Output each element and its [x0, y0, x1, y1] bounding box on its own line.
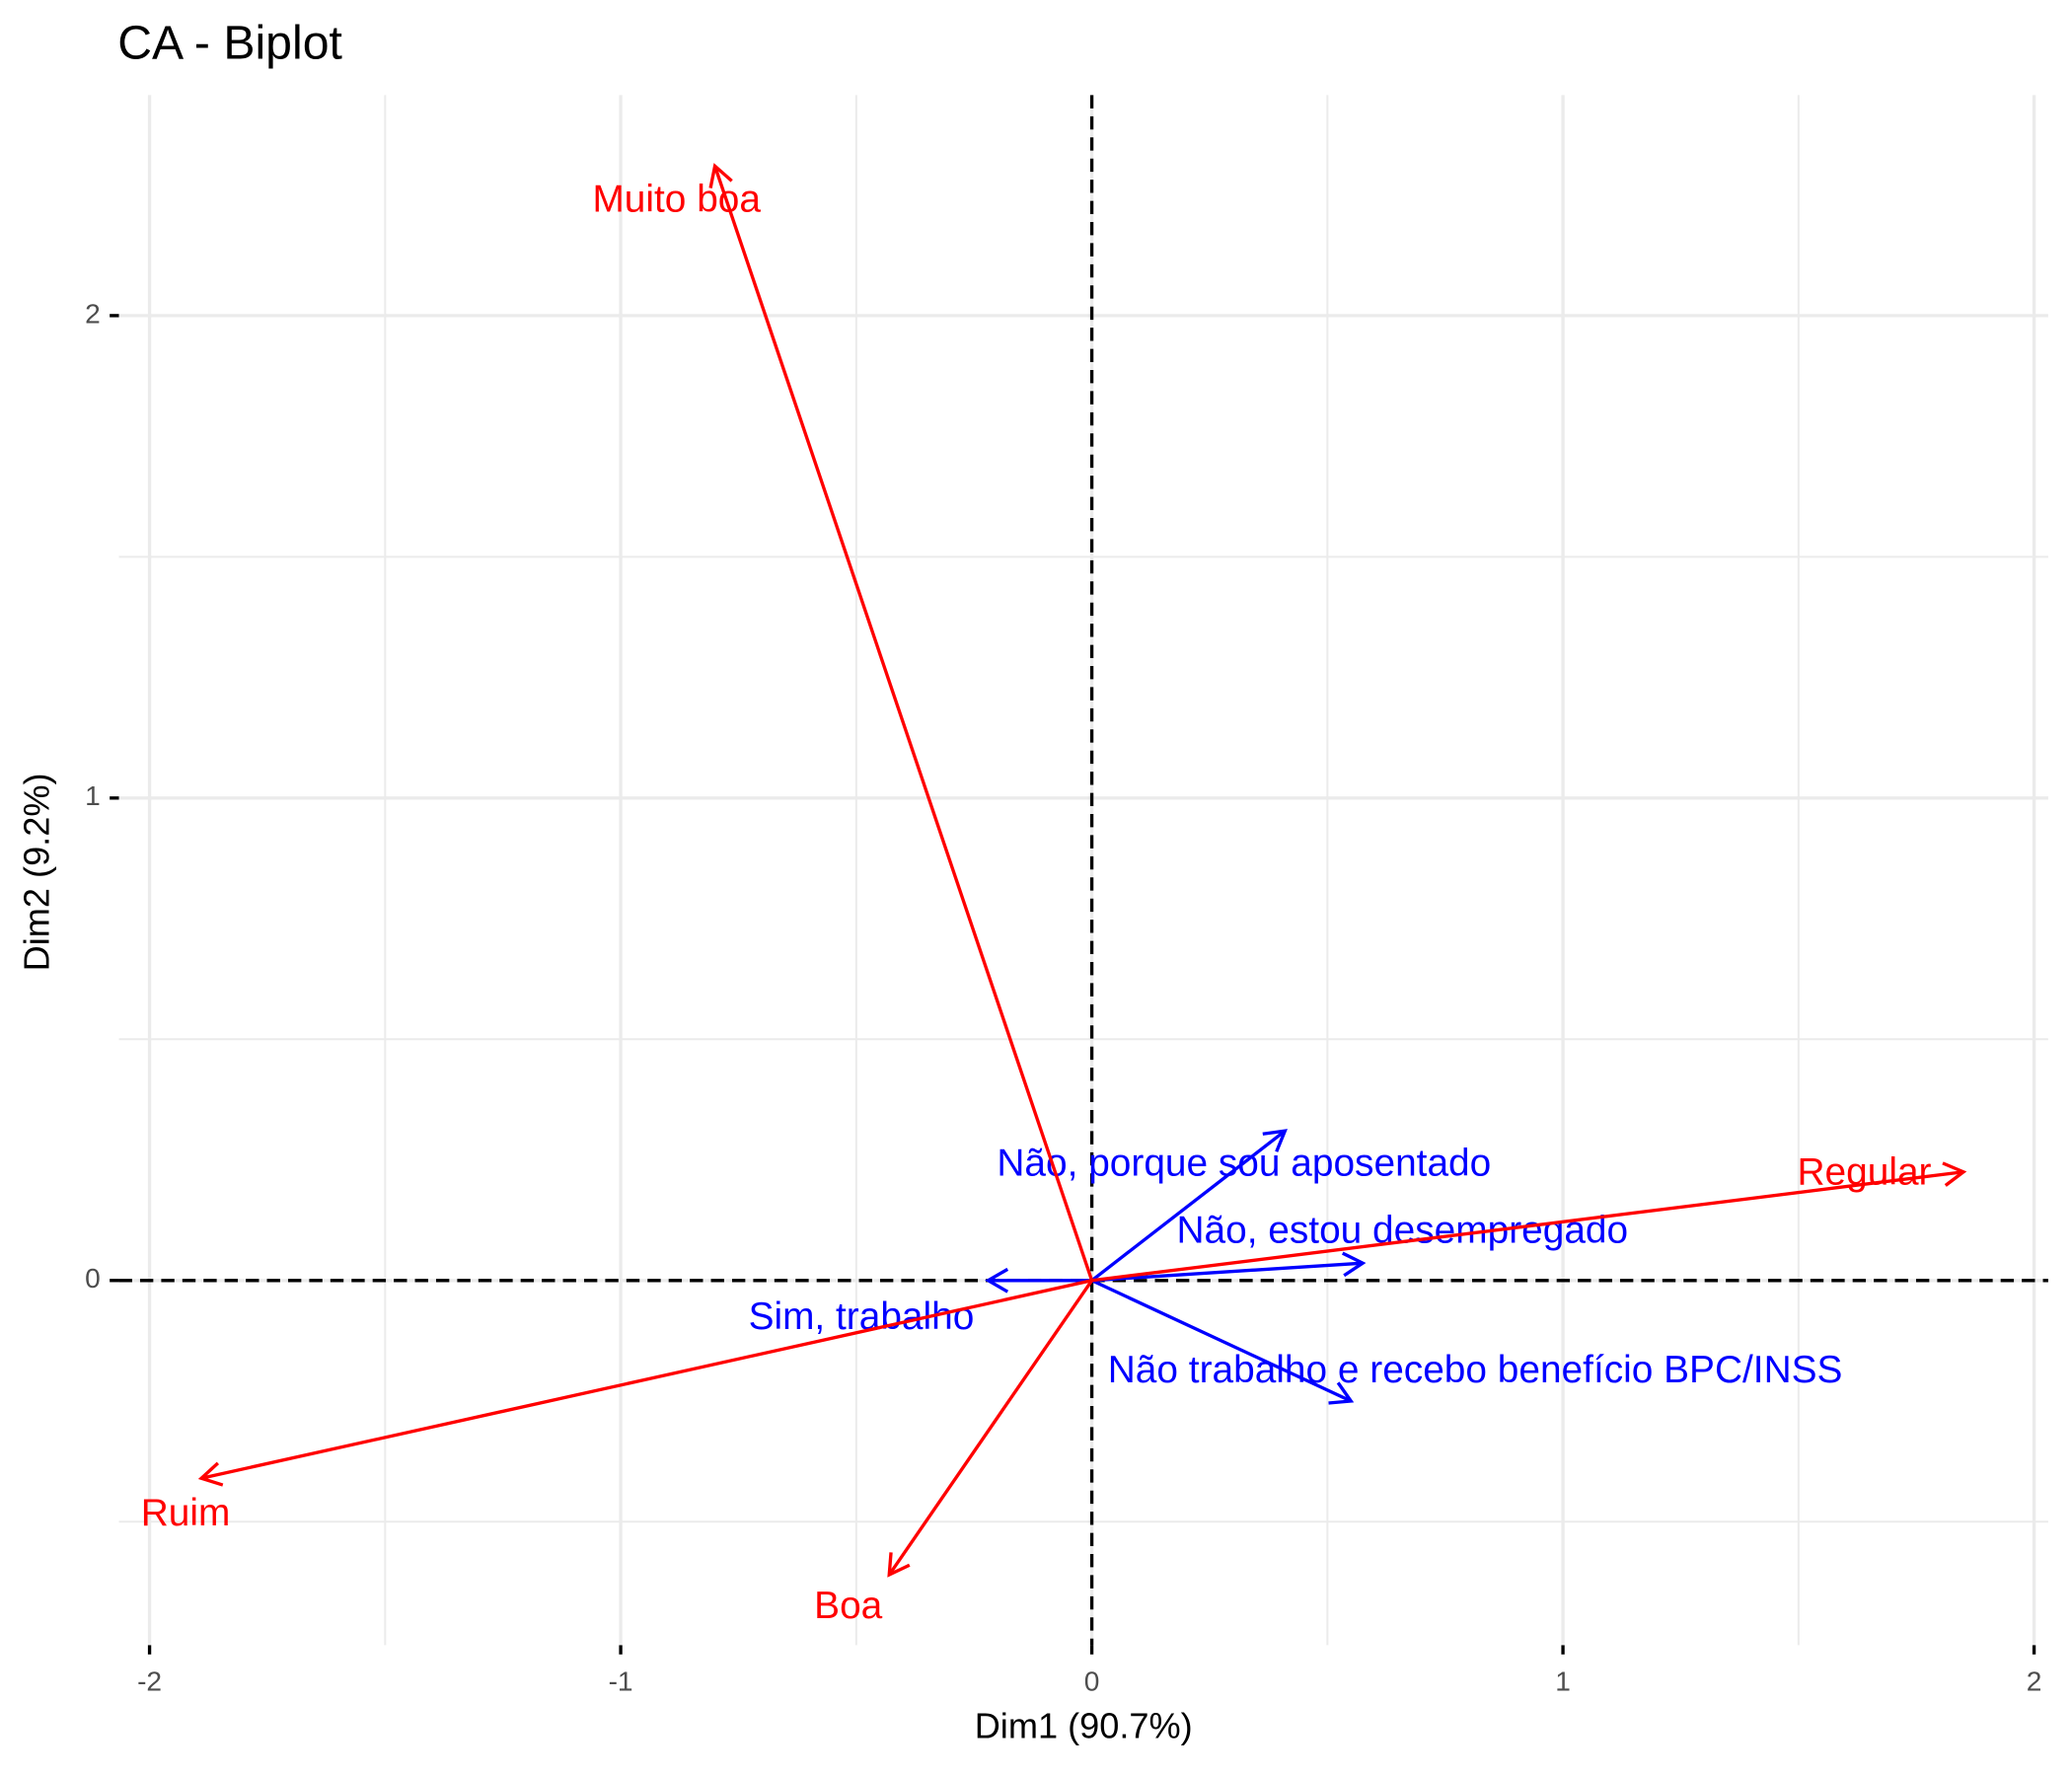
arrow-head [1328, 1381, 1355, 1405]
point-label: Não, porque sou aposentado [997, 1142, 1491, 1184]
point-label: Boa [814, 1585, 882, 1627]
y-axis-title: Dim2 (9.2%) [17, 773, 57, 971]
arrow [887, 1279, 1093, 1576]
x-tick-label: -2 [137, 1666, 162, 1697]
point-label: Muito boa [592, 179, 761, 221]
y-tick-label: 1 [85, 780, 101, 811]
point-label: Regular [1798, 1151, 1932, 1194]
arrow-head [1262, 1129, 1288, 1152]
point-label: Ruim [141, 1492, 231, 1534]
arrow-head [1341, 1251, 1367, 1278]
arrow-head [1942, 1161, 1967, 1187]
arrow [200, 1279, 1092, 1480]
x-tick-label: 1 [1555, 1666, 1571, 1697]
x-tick-label: 2 [2027, 1666, 2042, 1697]
y-tick-label: 0 [85, 1263, 101, 1294]
arrow-head [887, 1552, 911, 1578]
point-label: Não, estou desempregado [1176, 1210, 1628, 1252]
arrow [1091, 1261, 1364, 1283]
arrow [1091, 1170, 1964, 1283]
arrow-head [985, 1267, 1009, 1294]
x-axis-title: Dim1 (90.7%) [975, 1705, 1193, 1745]
x-tick-label: 0 [1084, 1666, 1100, 1697]
arrow [1090, 1129, 1287, 1283]
x-tick-label: -1 [609, 1666, 633, 1697]
y-tick-label: 2 [85, 298, 101, 329]
arrow-head [197, 1461, 224, 1487]
arrow [712, 165, 1094, 1282]
point-label: Não trabalho e recebo benefício BPC/INSS [1108, 1349, 1843, 1391]
chart-title: CA - Biplot [117, 17, 342, 70]
arrow [1090, 1279, 1352, 1403]
arrow-head [708, 163, 733, 188]
